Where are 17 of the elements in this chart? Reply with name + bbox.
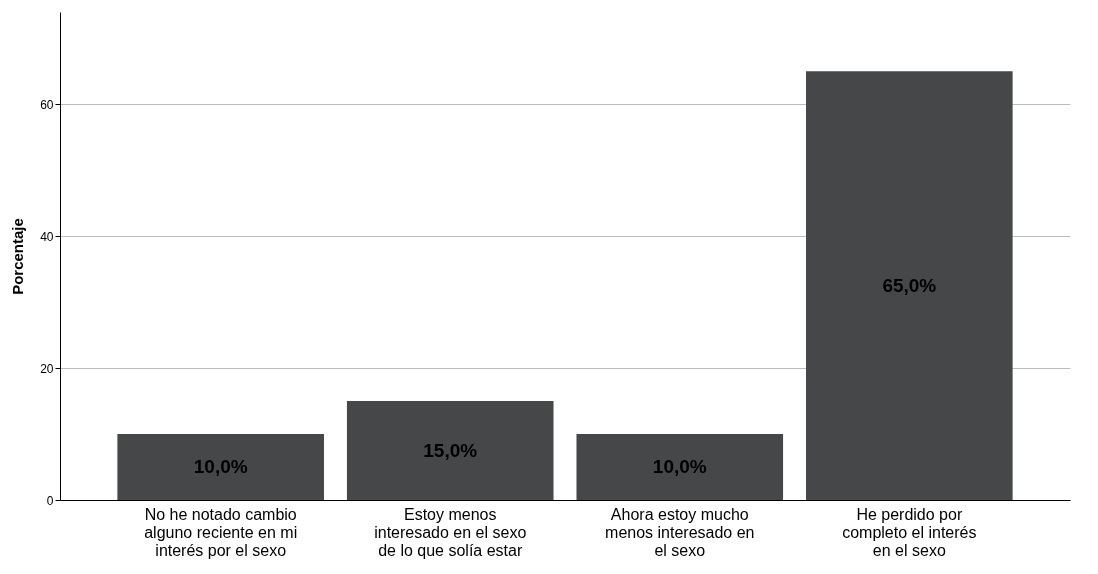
bar [806, 71, 1013, 500]
y-axis-title: Porcentaje [9, 218, 27, 295]
data-label: 15,0% [423, 439, 478, 461]
y-tick-label: 40 [40, 229, 54, 244]
bar [576, 434, 784, 500]
y-tick-label: 20 [40, 361, 54, 376]
y-tick-label: 60 [40, 97, 54, 112]
x-tick-label: Ahora estoy mucho menos interesado en el sexo [605, 505, 755, 559]
data-label: 65,0% [882, 274, 937, 296]
y-tick-label: 0 [46, 493, 54, 508]
x-tick-label: Estoy menos interesado en el sexo de lo que solía estar [374, 505, 527, 559]
x-tick-label: He perdido por completo el interés en el sexo [842, 505, 977, 559]
x-tick-label: No he notado cambio alguno reciente en mi interés por el sexo [144, 505, 298, 559]
data-label: 10,0% [652, 456, 707, 478]
bar [346, 401, 554, 500]
bar [117, 434, 324, 500]
data-label: 10,0% [193, 456, 248, 478]
